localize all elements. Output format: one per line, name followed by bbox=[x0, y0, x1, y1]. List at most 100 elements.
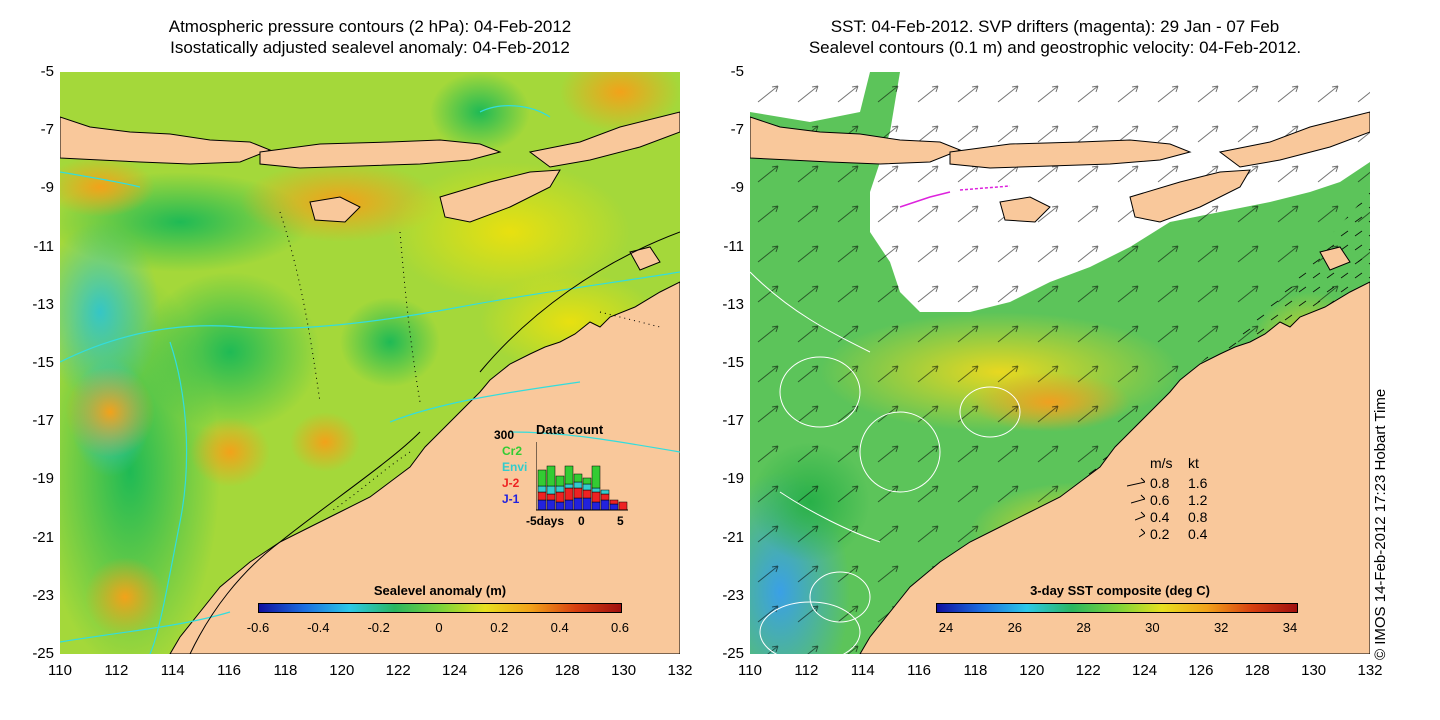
x-tick-label: 118 bbox=[963, 662, 988, 679]
data-count-bar bbox=[582, 489, 592, 499]
data-count-bars bbox=[536, 442, 628, 511]
small-island-right bbox=[1319, 246, 1351, 271]
velocity-ms-value: 0.8 bbox=[1150, 475, 1170, 491]
x-tick-label: 118 bbox=[273, 662, 298, 679]
x-tick-label: 124 bbox=[1132, 662, 1158, 679]
pressure-contours-black bbox=[189, 231, 680, 654]
data-count-tick-neg5: -5days bbox=[526, 514, 565, 528]
colorbar-tick-label: 24 bbox=[938, 620, 954, 635]
colorbar-tick-label: 28 bbox=[1076, 620, 1091, 635]
data-count-series-envi: Envi bbox=[502, 460, 528, 474]
y-tick-label: -7 bbox=[730, 121, 744, 139]
svp-drifter-track bbox=[899, 191, 951, 208]
x-tick-label: 122 bbox=[385, 662, 411, 679]
sumba-island bbox=[309, 196, 361, 223]
small-island bbox=[629, 246, 661, 271]
java-island bbox=[60, 116, 272, 165]
data-count-bar bbox=[582, 477, 592, 485]
y-tick-label: -19 bbox=[32, 470, 54, 488]
australia-land bbox=[169, 281, 680, 654]
nusa-tenggara-islands-right bbox=[949, 139, 1192, 169]
data-count-bar bbox=[555, 485, 565, 493]
nusa-tenggara-islands bbox=[259, 139, 502, 169]
y-tick-label: -21 bbox=[722, 528, 744, 546]
pressure-contours-cyan bbox=[60, 105, 680, 654]
y-tick-label: -15 bbox=[722, 354, 744, 371]
colorbar-tick-label: 32 bbox=[1213, 620, 1229, 635]
x-tick-label: 114 bbox=[160, 662, 185, 679]
data-count-series-cr2: Cr2 bbox=[502, 444, 523, 458]
java-island-right bbox=[750, 116, 962, 165]
colorbar-tick-label: 0 bbox=[435, 620, 443, 635]
x-tick-label: 112 bbox=[794, 662, 819, 679]
data-count-bar bbox=[537, 499, 547, 511]
data-count-bar bbox=[573, 487, 583, 499]
velocity-kt-value: 1.2 bbox=[1188, 492, 1208, 508]
x-tick-label: 132 bbox=[667, 662, 693, 679]
y-tick-label: -19 bbox=[722, 470, 744, 488]
velocity-ms-value: 0.6 bbox=[1150, 492, 1170, 508]
data-count-tick-5: 5 bbox=[617, 514, 624, 528]
y-tick-label: -11 bbox=[723, 237, 744, 255]
y-tick-label: -23 bbox=[722, 586, 744, 604]
y-tick-label: -13 bbox=[722, 295, 744, 313]
colorbar-tick-label: -0.4 bbox=[307, 620, 330, 635]
data-count-title: Data count bbox=[536, 422, 604, 437]
right-map-title: SST: 04-Feb-2012. SVP drifters (magenta)… bbox=[735, 16, 1375, 58]
data-count-bar bbox=[591, 465, 601, 489]
colorbar-tick-label: 0.4 bbox=[550, 620, 569, 635]
velocity-header-ms: m/s bbox=[1150, 455, 1173, 471]
data-count-bar bbox=[573, 481, 583, 489]
y-tick-label: -25 bbox=[32, 645, 54, 662]
x-tick-label: 126 bbox=[498, 662, 524, 679]
velocity-header-kt: kt bbox=[1188, 455, 1199, 471]
colorbar-tick-label: 34 bbox=[1282, 620, 1298, 635]
data-count-bar bbox=[555, 501, 565, 511]
sumba-island-right bbox=[999, 196, 1051, 223]
y-tick-label: -9 bbox=[730, 179, 744, 197]
x-tick-label: 120 bbox=[329, 662, 355, 679]
data-count-bar bbox=[591, 491, 601, 503]
velocity-kt-value: 0.8 bbox=[1188, 509, 1208, 525]
colorbar-tick-label: 26 bbox=[1007, 620, 1023, 635]
velocity-kt-value: 0.4 bbox=[1188, 526, 1208, 542]
x-tick-label: 132 bbox=[1357, 662, 1383, 679]
velocity-arrow-icon bbox=[1135, 509, 1145, 523]
x-tick-label: 130 bbox=[611, 662, 637, 679]
x-tick-label: 112 bbox=[104, 662, 129, 679]
timor-island-right bbox=[1129, 169, 1251, 223]
data-count-bar bbox=[573, 497, 583, 511]
y-tick-label: -13 bbox=[32, 295, 54, 313]
data-count-bar bbox=[546, 493, 556, 501]
y-tick-label: -9 bbox=[40, 179, 54, 197]
timor-island bbox=[439, 169, 561, 223]
x-tick-label: 124 bbox=[442, 662, 468, 679]
data-count-bar bbox=[537, 469, 547, 487]
data-count-bar bbox=[564, 465, 574, 485]
left-map-title: Atmospheric pressure contours (2 hPa): 0… bbox=[60, 16, 680, 58]
x-tick-label: 122 bbox=[1075, 662, 1101, 679]
data-count-bar bbox=[573, 473, 583, 483]
banda-islands bbox=[528, 111, 680, 168]
x-tick-label: 116 bbox=[217, 662, 242, 679]
right-colorbar bbox=[936, 603, 1298, 613]
data-count-bar bbox=[546, 499, 556, 511]
x-tick-label: 120 bbox=[1019, 662, 1045, 679]
x-tick-label: 110 bbox=[738, 662, 762, 679]
colorbar-tick-label: 30 bbox=[1145, 620, 1160, 635]
data-count-bar bbox=[564, 487, 574, 501]
right-title-line1: SST: 04-Feb-2012. SVP drifters (magenta)… bbox=[830, 17, 1280, 36]
data-count-bar bbox=[564, 483, 574, 489]
data-count-bar bbox=[564, 499, 574, 511]
data-count-bar bbox=[555, 475, 565, 487]
y-tick-label: -11 bbox=[33, 237, 54, 255]
sealevel-anomaly-map: 300 Data count Cr2 Envi J-2 J-1 -5days 0 5 bbox=[60, 72, 680, 654]
data-count-bar bbox=[546, 485, 556, 495]
data-count-bar bbox=[582, 483, 592, 491]
svp-drifter-track-2 bbox=[959, 185, 1011, 191]
x-tick-label: 126 bbox=[1188, 662, 1214, 679]
data-count-bar bbox=[618, 501, 628, 511]
data-count-series-j-2: J-2 bbox=[502, 476, 520, 490]
data-count-tick-0: 0 bbox=[578, 514, 585, 528]
x-tick-label: 114 bbox=[850, 662, 875, 679]
